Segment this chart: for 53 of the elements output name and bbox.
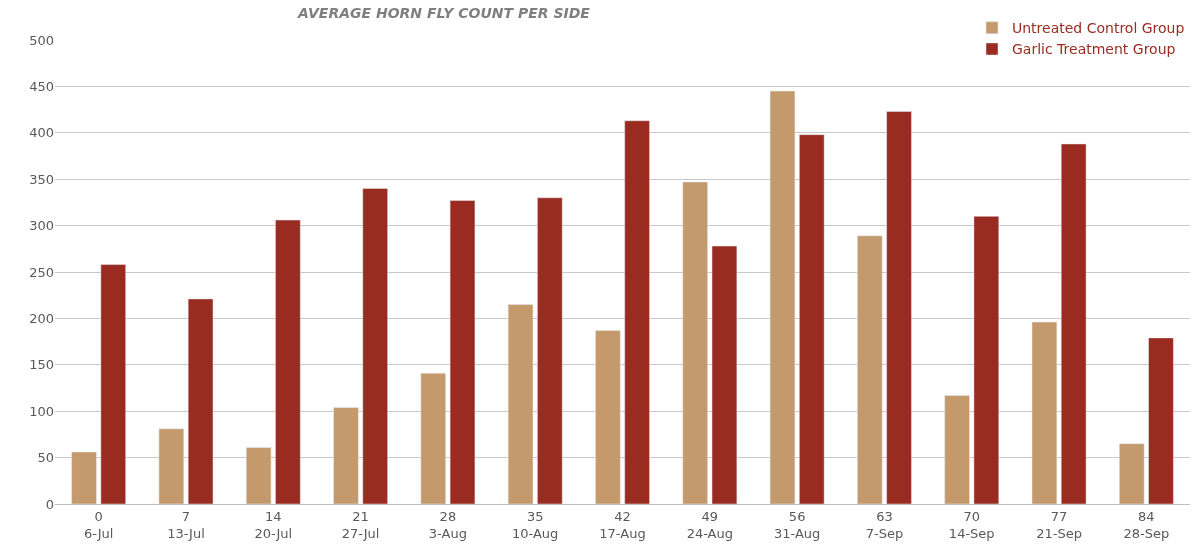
bar [769, 90, 796, 504]
y-tick-label: 350 [29, 171, 54, 187]
bar [100, 264, 126, 504]
x-tick-label: 28 3-Aug [428, 508, 467, 541]
bar [886, 111, 912, 504]
bar [799, 134, 825, 504]
x-tick-label: 0 6-Jul [83, 508, 114, 541]
bar [857, 235, 883, 504]
bar [973, 216, 1000, 504]
x-tick-label: 56 31-Aug [773, 508, 821, 541]
y-tick-label: 150 [29, 357, 54, 373]
bar [187, 298, 214, 504]
y-tick-label: 200 [29, 310, 54, 326]
y-tick-label: 500 [29, 32, 54, 48]
x-tick-label: 7 13-Jul [167, 508, 205, 541]
bar [944, 395, 970, 504]
x-tick-label: 42 17-Aug [599, 508, 646, 541]
y-tick-label: 100 [29, 403, 54, 419]
y-tick-label: 300 [29, 218, 54, 234]
x-tick-label: 21 27-Jul [341, 508, 380, 541]
bar [449, 200, 476, 504]
y-tick-label: 50 [37, 450, 54, 466]
bar [595, 330, 621, 504]
bar [1148, 337, 1174, 504]
bar [333, 407, 359, 504]
y-tick-label: 250 [29, 264, 54, 280]
x-tick-label: 14 20-Jul [254, 508, 293, 541]
x-tick-label: 63 7-Sep [865, 508, 904, 541]
y-tick-label: 450 [29, 78, 54, 94]
y-tick-label: 400 [29, 125, 54, 141]
bar [158, 428, 185, 504]
bar [682, 181, 708, 504]
y-tick-label: 0 [45, 496, 54, 512]
bar [537, 197, 563, 504]
x-tick-label: 70 14-Sep [948, 508, 995, 541]
chart-title: AVERAGE HORN FLY COUNT PER SIDE [297, 5, 591, 22]
bar [245, 447, 272, 504]
legend-label: Garlic Treatment Group [1012, 41, 1176, 58]
bar [71, 451, 97, 504]
bar [711, 245, 738, 504]
legend-label: Untreated Control Group [1012, 20, 1185, 37]
bar [507, 304, 534, 504]
bar [624, 120, 650, 504]
x-tick-label: 49 24-Aug [686, 508, 733, 541]
x-tick-label: 77 21-Sep [1036, 508, 1082, 541]
bar [1060, 143, 1087, 504]
x-tick-label: 35 10-Aug [512, 508, 559, 541]
bar [275, 219, 301, 504]
bar [362, 188, 388, 504]
x-tick-label: 84 28-Sep [1123, 508, 1170, 541]
bar [1119, 443, 1145, 504]
bar [1031, 321, 1058, 504]
bar [420, 372, 446, 504]
